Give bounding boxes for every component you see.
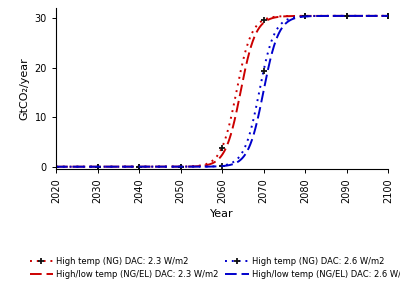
Y-axis label: GtCO₂/year: GtCO₂/year	[19, 58, 29, 120]
Legend: High temp (NG) DAC: 2.3 W/m2, High/low temp (NG/EL) DAC: 2.3 W/m2, High temp (NG: High temp (NG) DAC: 2.3 W/m2, High/low t…	[30, 257, 400, 279]
X-axis label: Year: Year	[210, 208, 234, 219]
